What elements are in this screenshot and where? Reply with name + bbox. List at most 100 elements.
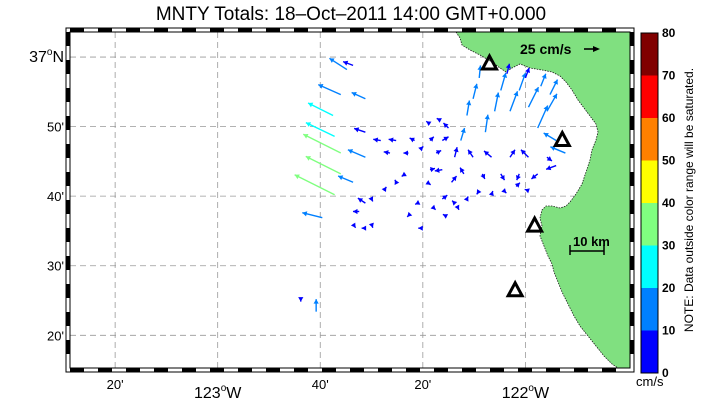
current-vector — [368, 196, 374, 202]
current-vector — [383, 150, 391, 156]
frame-tick — [630, 256, 634, 270]
frame-tick — [378, 28, 392, 32]
frame-tick — [126, 28, 140, 32]
map-frame — [65, 27, 635, 373]
frame-tick — [546, 28, 560, 32]
current-vector — [313, 299, 319, 312]
colorbar-tick-label: 30 — [662, 239, 676, 253]
current-vector — [488, 190, 494, 197]
current-vector — [515, 173, 521, 181]
frame-tick — [66, 60, 70, 74]
radar-stations — [479, 52, 572, 298]
current-vector — [524, 188, 530, 194]
scale-arrow-head — [593, 46, 600, 52]
lat-tick-label: 30' — [47, 259, 64, 274]
current-vector — [501, 188, 507, 194]
current-vector — [347, 149, 366, 158]
frame-tick — [238, 28, 252, 32]
current-vector — [428, 136, 435, 142]
colorbar-tick-label: 80 — [662, 26, 676, 40]
frame-tick — [630, 228, 634, 242]
frame-tick — [154, 368, 168, 372]
colorbar-segment — [641, 245, 658, 288]
frame-tick — [66, 256, 70, 270]
frame-tick — [574, 368, 588, 372]
frame-tick — [182, 28, 196, 32]
frame-tick — [630, 144, 634, 158]
current-vector — [434, 167, 443, 173]
current-vector — [442, 122, 449, 129]
colorbar: 0 10 20 30 40 50 60 70 80 — [640, 26, 676, 380]
frame-tick — [630, 116, 634, 130]
frame-tick — [210, 28, 224, 32]
frame-tick — [182, 368, 196, 372]
current-vector — [520, 149, 529, 158]
colorbar-segment — [641, 203, 658, 246]
frame-tick — [350, 28, 364, 32]
frame-tick — [70, 28, 84, 32]
current-vector — [352, 208, 360, 215]
current-vector — [361, 225, 367, 231]
frame-tick — [238, 368, 252, 372]
scale-arrow: 25 cm/s — [520, 41, 600, 57]
frame-tick — [66, 116, 70, 130]
current-vector — [329, 57, 348, 71]
frame-tick — [462, 28, 476, 32]
current-vector — [401, 171, 407, 177]
current-vector — [368, 222, 374, 228]
current-vector — [527, 86, 540, 108]
frame-tick — [630, 312, 634, 326]
frame-tick — [66, 200, 70, 214]
radar-station-marker — [525, 214, 545, 233]
current-vector — [500, 72, 508, 91]
current-vector — [463, 196, 469, 202]
lat-tick-label: 20' — [47, 328, 64, 343]
current-vector — [472, 83, 479, 99]
graticule-grid — [70, 32, 630, 368]
current-vector — [549, 79, 559, 95]
frame-tick — [378, 368, 392, 372]
lat-tick-label: 37oN — [29, 47, 64, 66]
frame-tick — [66, 312, 70, 326]
current-vector — [353, 127, 366, 133]
frame-tick — [630, 88, 634, 102]
current-vector — [545, 164, 557, 171]
current-vector — [546, 156, 553, 162]
colorbar-note: NOTE: Data outside color range will be s… — [682, 68, 696, 332]
lat-tick-label: 50' — [47, 120, 64, 135]
radar-station-marker — [552, 129, 572, 148]
current-vector — [466, 100, 472, 116]
current-vector — [317, 83, 342, 96]
current-vector — [505, 63, 511, 74]
current-vector — [381, 186, 387, 193]
current-vector — [414, 200, 421, 206]
current-vector — [550, 146, 566, 154]
current-vector — [537, 105, 549, 129]
current-vector — [373, 137, 381, 143]
current-vector — [342, 60, 354, 67]
frame-tick — [70, 368, 84, 372]
lon-tick-label: 122oW — [502, 383, 550, 402]
current-vector — [425, 120, 432, 126]
frame-tick — [630, 60, 634, 74]
frame-tick — [434, 28, 448, 32]
frame-outer — [65, 27, 635, 373]
frame-tick — [66, 284, 70, 298]
current-vector — [305, 155, 342, 175]
current-vector — [442, 213, 449, 219]
colorbar-segment — [641, 75, 658, 118]
current-vector — [476, 189, 482, 195]
current-vector — [524, 67, 530, 79]
scale-bar-label: 10 km — [573, 234, 610, 249]
frame-tick — [322, 28, 336, 32]
current-vector — [509, 91, 519, 112]
current-vector — [460, 127, 466, 141]
current-vector — [459, 167, 465, 175]
current-vector — [425, 180, 432, 186]
frame-tick — [322, 368, 336, 372]
frame-tick — [350, 368, 364, 372]
current-vector — [302, 211, 323, 219]
frame-tick — [630, 340, 634, 354]
current-vector — [302, 133, 342, 154]
frame-border — [69, 31, 631, 369]
